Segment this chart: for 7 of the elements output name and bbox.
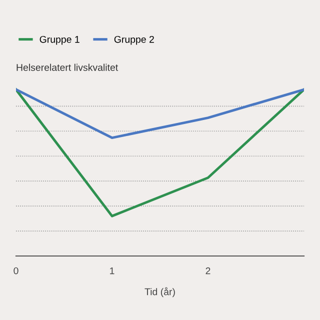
legend-label: Gruppe 2 xyxy=(114,36,154,45)
y-axis-title: Helserelatert livskvalitet xyxy=(16,64,118,71)
x-tick-label: 0 xyxy=(14,267,18,274)
x-axis-title: Tid (år) xyxy=(144,287,175,298)
x-tick-label: 2 xyxy=(206,267,210,274)
x-tick-label: 1 xyxy=(110,267,114,274)
legend-label: Gruppe 1 xyxy=(40,36,80,45)
